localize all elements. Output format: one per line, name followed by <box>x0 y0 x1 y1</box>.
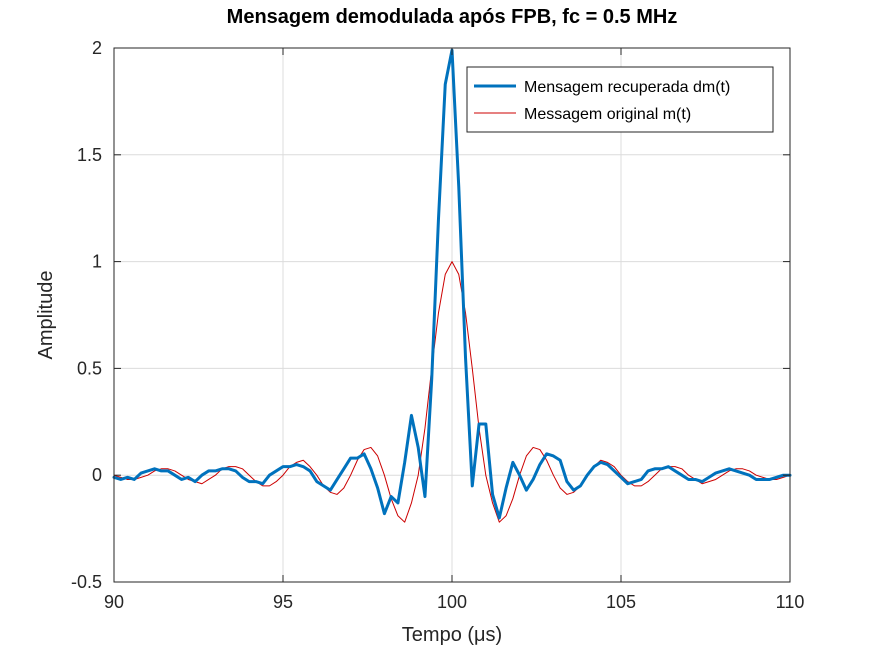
y-tick-labels: -0.5 0 0.5 1 1.5 2 <box>71 38 102 592</box>
y-tick-label: 1 <box>92 252 102 272</box>
x-axis-label: Tempo (μs) <box>402 624 502 646</box>
x-tick-label: 110 <box>776 592 805 612</box>
x-tick-label: 90 <box>104 592 124 612</box>
y-axis-label: Amplitude <box>35 271 57 360</box>
legend: Mensagem recuperada dm(t) Messagem origi… <box>466 66 774 133</box>
ticks <box>113 47 791 583</box>
x-tick-label: 105 <box>606 592 636 612</box>
y-tick-label: 1.5 <box>77 145 102 165</box>
legend-box <box>466 66 774 133</box>
x-tick-label: 100 <box>437 592 467 612</box>
x-tick-label: 95 <box>273 592 293 612</box>
legend-entry-original: Messagem original m(t) <box>524 106 691 123</box>
y-tick-label: -0.5 <box>71 572 102 592</box>
legend-entry-recuperada: Mensagem recuperada dm(t) <box>524 79 730 96</box>
y-tick-label: 0 <box>92 465 102 485</box>
y-tick-label: 0.5 <box>77 358 102 378</box>
y-tick-label: 2 <box>92 38 102 58</box>
x-tick-labels: 90 95 100 105 110 <box>104 592 804 612</box>
chart-title: Mensagem demodulada após FPB, fc = 0.5 M… <box>227 6 678 28</box>
